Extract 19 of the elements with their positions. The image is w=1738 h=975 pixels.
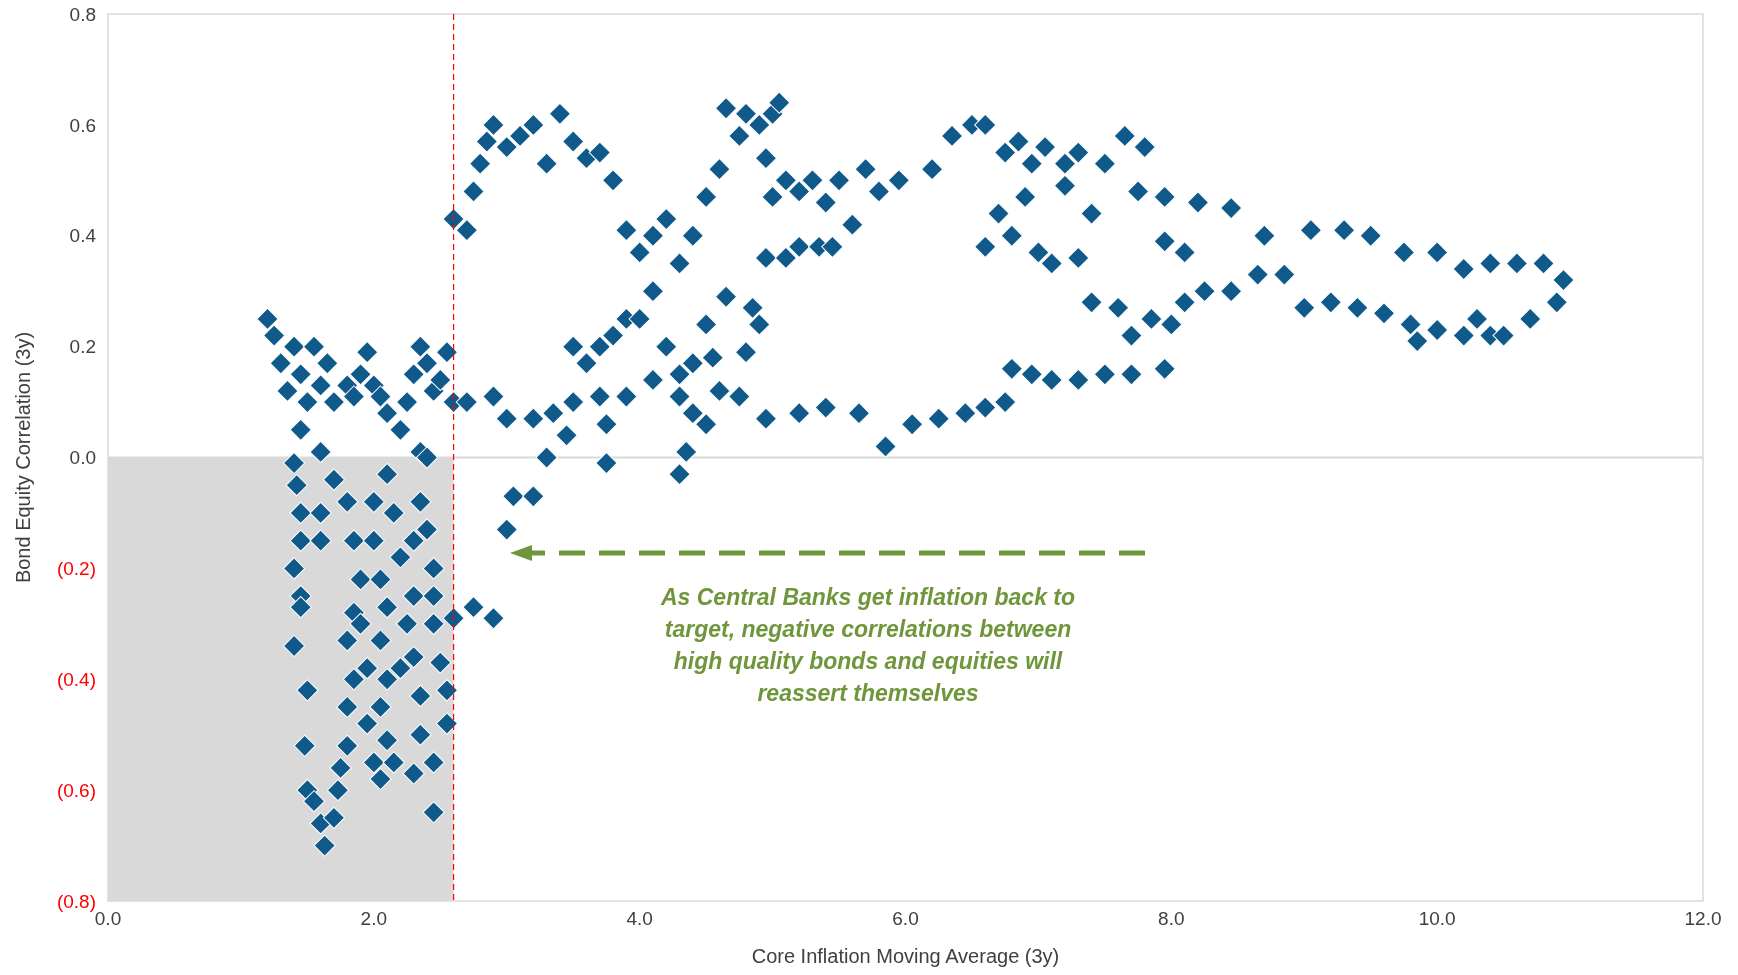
- y-tick-label: 0.4: [69, 225, 97, 247]
- y-tick-label: 0.0: [69, 447, 96, 469]
- x-tick-label: 8.0: [1158, 908, 1185, 929]
- x-axis-title: Core Inflation Moving Average (3y): [751, 945, 1060, 967]
- y-tick-label: 0.2: [69, 336, 96, 358]
- y-tick-label: (0.6): [56, 779, 96, 801]
- annotation: As Central Banks get inflation back to target, negative correlations between high quality bonds and equities will reassert themselves: [659, 584, 1076, 706]
- y-tick-label: (0.2): [56, 558, 96, 580]
- x-tick-label: 12.0: [1684, 908, 1722, 929]
- x-tick-label: 6.0: [892, 908, 919, 929]
- x-tick-label: 2.0: [360, 908, 388, 929]
- y-tick-label: (0.8): [56, 890, 96, 912]
- x-tick-label: 4.0: [626, 908, 653, 929]
- y-tick-label: (0.4): [56, 668, 96, 690]
- y-tick-label: 0.8: [69, 3, 96, 25]
- y-tick-label: 0.6: [69, 114, 96, 136]
- y-axis-title: Bond Equity Correlation (3y): [12, 331, 34, 584]
- x-tick-label: 10.0: [1418, 908, 1456, 929]
- x-tick-label: 0.0: [94, 908, 122, 929]
